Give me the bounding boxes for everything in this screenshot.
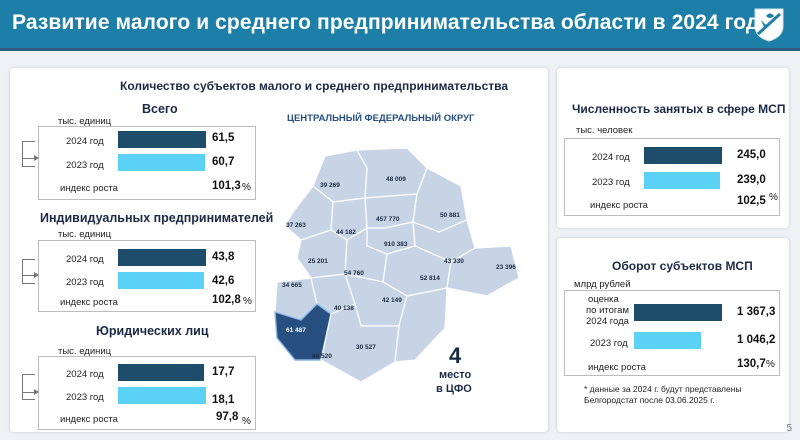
turnover-unit: млрд рублей (574, 279, 631, 290)
block-legal-row2-label: 2023 год (66, 392, 104, 403)
map-label-6: 50 881 (440, 212, 460, 219)
header-bar: Развитие малого и среднего предпринимате… (0, 0, 800, 51)
block-ip-value-2024: 43,8 (212, 251, 235, 263)
turnover-bar-2023 (634, 332, 701, 349)
turnover-value-2024: 1 367,3 (737, 306, 776, 318)
block-ip-bar-2024 (118, 249, 206, 266)
map-label-16: 61 487 (286, 327, 306, 334)
footnote-line-1: * данные за 2024 г. будут представлены (584, 384, 742, 394)
employment-value-2023: 239,0 (737, 174, 766, 186)
block-legal-value-2023: 18,1 (212, 394, 235, 406)
block-total-bar-2024 (118, 131, 206, 148)
page-number: 5 (786, 423, 792, 434)
block-legal-bracket (22, 374, 35, 400)
block-total-value-2024: 61,5 (212, 132, 235, 144)
turnover-value-2023: 1 046,2 (737, 334, 776, 346)
block-legal-unit: тыс. единиц (58, 346, 112, 357)
map-title: ЦЕНТРАЛЬНЫЙ ФЕДЕРАЛЬНЫЙ ОКРУГ (287, 113, 475, 124)
map-label-3: 37 263 (286, 222, 306, 229)
block-ip-growth-sign: % (243, 296, 252, 307)
employment-unit: тыс. человек (576, 125, 633, 136)
map-place-text-2: в ЦФО (436, 383, 472, 395)
employment-growth-value: 102,5 (737, 195, 766, 207)
employment-row1-label: 2024 год (592, 152, 630, 163)
map-place-number: 4 (449, 343, 462, 368)
block-ip-bracket (22, 259, 35, 284)
block-legal-bar-2024 (118, 364, 204, 381)
map-label-18: 30 527 (356, 344, 376, 351)
map-label-8: 43 330 (444, 258, 464, 265)
block-ip-row2-label: 2023 год (66, 277, 104, 288)
map-label-1: 39 269 (320, 182, 340, 189)
block-ip-value-2023: 42,6 (212, 275, 235, 287)
employment-growth-sign: % (769, 192, 778, 203)
block-ip-arrow (23, 272, 39, 278)
block-legal-growth-label: индекс роста (60, 414, 118, 425)
block-total-value-2023: 60,7 (212, 156, 235, 168)
block-total-growth-label: индекс роста (60, 183, 118, 194)
turnover-growth-sign: % (766, 359, 775, 370)
map-label-5: 457 770 (376, 216, 400, 223)
block-legal-arrow (23, 389, 39, 395)
block-ip-growth-value: 102,8 (212, 294, 241, 306)
block-ip-bar-2023 (118, 272, 204, 289)
map-label-12: 23 396 (496, 264, 516, 271)
block-total-growth-value: 101,3 (212, 180, 241, 192)
block-total-bar-2023 (118, 154, 205, 171)
block-total-unit: тыс. единиц (58, 116, 112, 127)
block-ip-unit: тыс. единиц (58, 229, 112, 240)
turnover-row2-label: 2023 год (590, 338, 628, 349)
block-legal-growth-sign: % (242, 416, 251, 427)
block-legal-bar-2023 (118, 387, 206, 404)
block-ip-growth-label: индекс роста (60, 297, 118, 308)
turnover-title: Оборот субъектов МСП (612, 259, 753, 273)
employment-title: Численность занятых в сфере МСП (572, 102, 786, 116)
coat-of-arms-icon (754, 8, 784, 42)
map-label-11: 52 814 (420, 275, 440, 282)
turnover-row1-label-2: по итогам (586, 305, 629, 316)
footnote-line-2: Белгородстат после 03.06.2025 г. (584, 395, 715, 405)
page-title: Развитие малого и среднего предпринимате… (12, 11, 772, 34)
map-label-14: 40 138 (334, 305, 354, 312)
block-legal-growth-value: 97,8 (216, 411, 239, 423)
map-region-tambov (394, 287, 448, 363)
block-total-row1-label: 2024 год (66, 136, 104, 147)
block-total-arrow (23, 155, 39, 161)
turnover-row1-label-3: 2024 года (586, 316, 629, 327)
block-total-growth-sign: % (242, 182, 251, 193)
block-legal-row1-label: 2024 год (66, 369, 104, 380)
employment-bar-2024 (644, 147, 722, 164)
left-panel-title: Количество субъектов малого и среднего п… (120, 79, 509, 93)
cfd-map (274, 147, 520, 383)
map-label-17: 88 520 (312, 353, 332, 360)
block-total-row2-label: 2023 год (66, 160, 104, 171)
employment-growth-label: индекс роста (590, 200, 648, 211)
block-legal-value-2024: 17,7 (212, 366, 235, 378)
block-ip-heading: Индивидуальных предпринимателей (40, 211, 274, 225)
map-place-text-1: место (439, 369, 472, 381)
block-legal-heading: Юридических лиц (96, 324, 209, 338)
map-label-9: 25 201 (308, 258, 328, 265)
map-label-4: 44 182 (336, 229, 356, 236)
block-ip-row1-label: 2024 год (66, 254, 104, 265)
turnover-bar-2024 (634, 304, 722, 321)
map-label-7: 910 383 (384, 241, 408, 248)
map-label-10: 54 760 (344, 270, 364, 277)
employment-value-2024: 245,0 (737, 149, 766, 161)
map-region-kostroma (356, 147, 428, 199)
map-label-15: 42 149 (382, 297, 402, 304)
map-label-13: 34 665 (282, 282, 302, 289)
employment-row2-label: 2023 год (592, 177, 630, 188)
employment-bar-2023 (644, 172, 720, 189)
turnover-row1-label-1: оценка (588, 294, 619, 305)
turnover-growth-label: индекс роста (588, 362, 646, 373)
map-label-2: 48 009 (386, 176, 406, 183)
block-total-bracket (22, 141, 35, 167)
block-total-heading: Всего (142, 102, 178, 116)
turnover-growth-value: 130,7 (737, 358, 766, 370)
